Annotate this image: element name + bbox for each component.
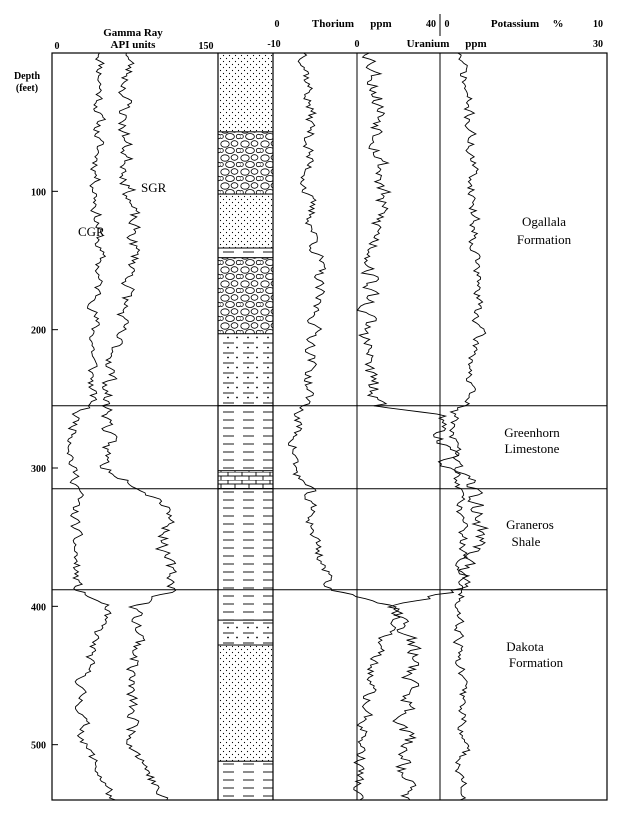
lithology-unit-shale [217,488,274,621]
header: Gamma Ray API units 0 150 0 Thorium ppm … [14,14,603,94]
potassium-title: Potassium [491,18,539,30]
thorium-min-label: 0 [275,19,280,30]
depth-tick-label: 400 [31,602,46,613]
uranium-max-label: 30 [593,39,603,50]
log-curves [66,52,490,801]
formation-ogallala-type: Formation [517,232,572,247]
uranium-zero-label: 0 [355,39,360,50]
formation-graneros-name: Graneros [506,517,554,532]
uranium-curve [356,52,490,801]
formation-greenhorn-type: Limestone [505,441,560,456]
formation-dakota-name: Dakota [506,639,544,654]
depth-tick-label: 300 [31,464,46,475]
lithology-unit-sandstone [217,193,274,249]
gamma-ray-units: API units [111,39,157,51]
uranium-units: ppm [465,38,486,50]
thorium-units: ppm [370,18,391,30]
depth-axis-title: Depth [14,71,41,82]
lithology-unit-shale [217,760,274,801]
cgr-curve-label: CGR [78,224,105,239]
formation-labels: Ogallala Formation Greenhorn Limestone G… [504,214,571,670]
thorium-curve [288,52,401,801]
lithology-unit-silty-shale [217,333,274,407]
potassium-min-label: 0 [445,19,450,30]
lithology-unit-conglomerate [217,257,274,335]
cgr-curve [66,52,116,801]
formation-dakota-type: Formation [509,655,564,670]
uranium-title: Uranium [407,38,450,50]
gamma-ray-title: Gamma Ray [103,27,163,39]
potassium-max-label: 10 [593,19,603,30]
lithology-unit-shale [217,247,274,259]
lithology-unit-sandstone [217,52,274,133]
formation-greenhorn-name: Greenhorn [504,425,560,440]
lithology-unit-shale [217,405,274,472]
thorium-title: Thorium [312,18,354,30]
track-frame [51,52,608,801]
lithology-unit-sandstone [217,644,274,762]
depth-tick-label: 200 [31,326,46,337]
potassium-curve [448,52,487,801]
gamma-min-label: 0 [55,41,60,52]
plot-border [51,52,608,801]
thorium-max-label: 40 [426,19,436,30]
uranium-min-label: -10 [267,39,280,50]
formation-ogallala-name: Ogallala [522,214,566,229]
sgr-curve [99,52,178,801]
potassium-units: % [553,18,564,30]
lithology-unit-conglomerate [217,131,274,195]
lithology-unit-limestone [217,470,274,490]
depth-axis-unit: (feet) [16,83,38,94]
gamma-max-label: 150 [199,41,214,52]
formation-boundaries [52,405,607,591]
depth-tick-label: 100 [31,187,46,198]
lithology-column [217,52,274,801]
depth-axis: 100 200 300 400 500 [31,187,58,752]
lithology-unit-silty-shale [217,619,274,646]
depth-tick-label: 500 [31,741,46,752]
sgr-curve-label: SGR [141,180,167,195]
formation-graneros-type: Shale [512,534,541,549]
